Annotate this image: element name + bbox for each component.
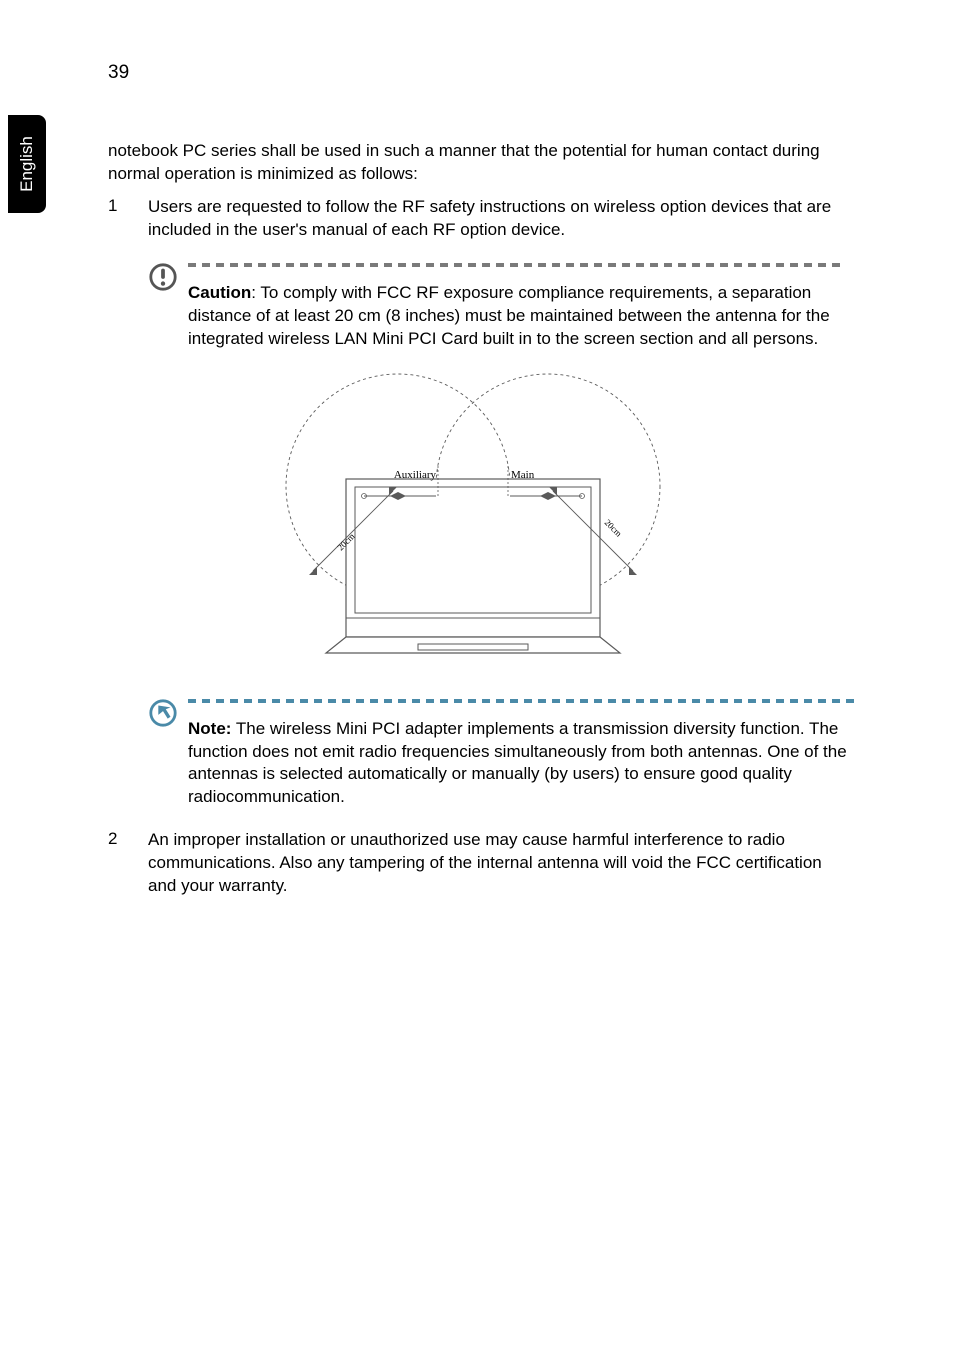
note-body: The wireless Mini PCI adapter implements… (188, 719, 847, 807)
intro-paragraph: notebook PC series shall be used in such… (108, 140, 838, 186)
caution-icon (148, 260, 188, 351)
language-tab: English (8, 115, 46, 213)
list-text: An improper installation or unauthorized… (148, 829, 838, 898)
note-text: Note: The wireless Mini PCI adapter impl… (188, 718, 860, 810)
list-item-2: 2 An improper installation or unauthoriz… (108, 829, 838, 898)
page-number: 39 (108, 62, 129, 84)
caution-text: Caution: To comply with FCC RF exposure … (188, 282, 846, 351)
figure-main-label: Main (511, 469, 535, 481)
note-divider (188, 696, 860, 706)
figure-dist-right: 20cm (603, 517, 624, 538)
note-icon (148, 696, 188, 810)
antenna-figure: Auxiliary Main 20cm 20cm (108, 371, 838, 661)
caution-body: : To comply with FCC RF exposure complia… (188, 283, 830, 348)
note-label: Note: (188, 719, 231, 738)
caution-divider (188, 260, 846, 270)
list-text: Users are requested to follow the RF saf… (148, 196, 838, 242)
list-number: 1 (108, 196, 148, 242)
list-number: 2 (108, 829, 148, 898)
caution-label: Caution (188, 283, 251, 302)
content-area: notebook PC series shall be used in such… (108, 140, 838, 916)
figure-aux-label: Auxiliary (394, 469, 437, 481)
note-callout: Note: The wireless Mini PCI adapter impl… (148, 696, 838, 810)
caution-callout: Caution: To comply with FCC RF exposure … (148, 260, 838, 351)
language-tab-text: English (17, 136, 37, 192)
list-item-1: 1 Users are requested to follow the RF s… (108, 196, 838, 242)
